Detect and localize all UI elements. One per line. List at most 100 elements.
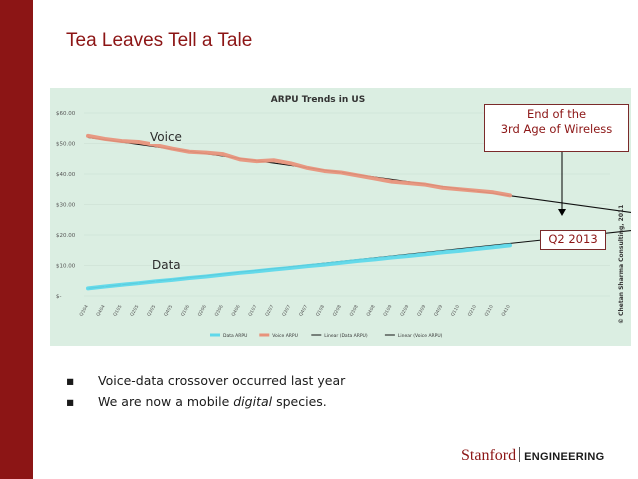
crossover-callout: End of the 3rd Age of Wireless [484, 104, 629, 152]
data-point [407, 182, 410, 184]
data-point [272, 159, 275, 162]
data-point [509, 244, 511, 247]
data-point [374, 177, 376, 180]
x-tick-label: Q405 [163, 304, 174, 318]
x-tick-label: Q105 [112, 304, 123, 318]
x-tick-label: Q310 [484, 304, 495, 318]
series-line [86, 133, 512, 198]
x-tick-label: Q408 [365, 304, 376, 318]
y-tick-label: $60.00 [56, 111, 76, 117]
data-point [222, 273, 224, 276]
data-point [357, 174, 359, 177]
x-tick-label: Q410 [500, 304, 511, 318]
logo-dept: ENGINEERING [524, 451, 605, 463]
x-tick-label: Q107 [247, 304, 258, 318]
callout-line-1: End of the [526, 107, 587, 121]
data-point [87, 135, 89, 137]
data-point [374, 258, 376, 261]
data-point [120, 283, 123, 286]
series-line [86, 243, 512, 291]
legend-label: Data ARPU [223, 333, 247, 339]
legend-label: Linear (Voice ARPU) [398, 333, 443, 339]
data-point [424, 253, 427, 256]
data-annotation: Data [152, 258, 181, 272]
crossover-date-box: Q2 2013 [540, 230, 606, 250]
data-point [256, 160, 258, 162]
data-point [289, 267, 292, 269]
x-tick-label: Q409 [433, 304, 444, 318]
x-tick-label: Q210 [467, 304, 478, 318]
x-tick-label: Q307 [281, 304, 292, 318]
y-tick-label: $50.00 [56, 142, 76, 148]
data-point [137, 282, 140, 284]
callout-arrowhead [558, 209, 566, 216]
x-tick-label: Q206 [197, 304, 208, 318]
x-tick-label: Q106 [180, 304, 191, 318]
callout-line-2: 3rd Age of Wireless [500, 122, 613, 136]
legend-label: Voice ARPU [272, 333, 298, 339]
slide-title: Tea Leaves Tell a Tale [66, 30, 253, 51]
bullet-item: ▪ Voice-data crossover occurred last year [66, 372, 345, 393]
data-point [256, 270, 258, 273]
data-point [323, 263, 326, 266]
data-point [458, 188, 461, 191]
logo-name: Stanford [461, 447, 517, 464]
data-point [171, 147, 174, 150]
data-point [104, 138, 106, 140]
data-point [171, 279, 174, 281]
chart-svg: ARPU Trends in US $- $10.00 $20.00 $30.00 $40… [56, 95, 631, 339]
data-point [306, 265, 309, 267]
x-tick-label: Q304 [78, 304, 89, 318]
data-point [239, 158, 241, 161]
x-tick-label: Q110 [450, 304, 461, 318]
data-point [188, 150, 191, 153]
data-point [340, 261, 343, 264]
data-point [272, 268, 275, 271]
data-point [188, 277, 191, 279]
y-tick-label: $40.00 [56, 172, 76, 178]
data-point [458, 250, 461, 252]
chart-watermark: © Chetan Sharma Consulting, 2011 [618, 205, 625, 324]
x-tick-label: Q205 [129, 304, 140, 318]
y-tick-label: $10.00 [56, 264, 76, 270]
x-tick-label: Q306 [214, 304, 225, 318]
bullet-text: species. [272, 394, 327, 409]
data-point [340, 171, 343, 174]
data-point [120, 140, 123, 142]
bullet-marker: ▪ [66, 373, 75, 388]
logo-separator [519, 447, 521, 462]
data-point [205, 151, 207, 154]
data-point [509, 194, 511, 197]
arpu-chart: ARPU Trends in US $- $10.00 $20.00 $30.00 $40… [50, 88, 631, 346]
x-tick-label: Q109 [382, 304, 393, 318]
bullet-marker: ▪ [66, 394, 75, 409]
x-tick-label: Q407 [298, 304, 309, 318]
bullet-text: Voice-data crossover occurred last year [98, 373, 346, 388]
data-point [357, 260, 359, 262]
y-tick-label: $30.00 [56, 203, 76, 209]
data-point [391, 180, 393, 183]
data-point [323, 170, 326, 172]
x-tick-label: Q309 [416, 304, 427, 318]
trend-line [87, 229, 631, 289]
data-point [492, 246, 494, 248]
bullet-text: digital [233, 394, 273, 409]
data-point [154, 144, 157, 146]
data-point [104, 285, 106, 288]
data-point [475, 248, 478, 250]
brand-sidebar [0, 0, 33, 479]
x-tick-label: Q305 [146, 304, 157, 318]
chart-title: ARPU Trends in US [271, 95, 365, 105]
data-point [87, 287, 89, 290]
data-point [424, 183, 427, 186]
y-tick-label: $- [56, 294, 61, 300]
x-tick-label: Q404 [95, 304, 106, 318]
data-point [239, 272, 241, 274]
legend-label: Linear (Data ARPU) [324, 333, 368, 339]
x-tick-label: Q209 [399, 304, 410, 318]
x-tick-label: Q108 [315, 304, 326, 318]
data-point [205, 275, 207, 278]
x-tick-label: Q406 [230, 304, 241, 318]
data-point [492, 191, 494, 194]
data-point [441, 251, 444, 254]
